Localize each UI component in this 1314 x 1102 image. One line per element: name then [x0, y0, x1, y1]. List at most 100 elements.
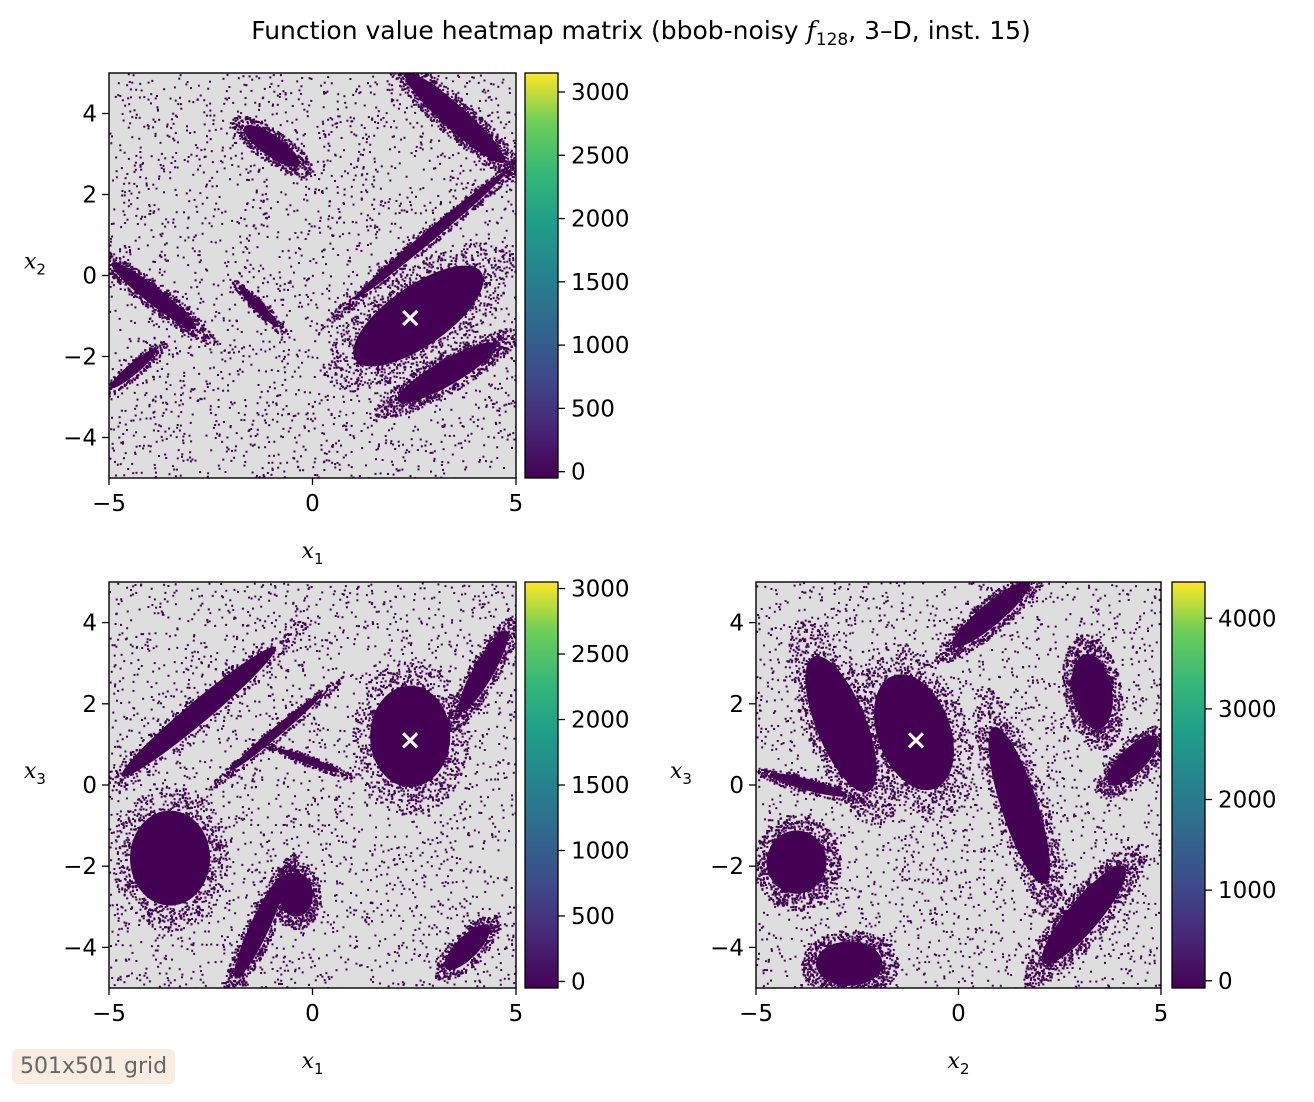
- fringe-cell: [490, 361, 493, 364]
- noise-cell: [281, 384, 284, 386]
- fringe-cell: [341, 315, 344, 318]
- noise-cell: [276, 94, 279, 97]
- noise-cell: [442, 351, 445, 354]
- fringe-cell: [453, 222, 456, 225]
- fringe-cell: [426, 231, 428, 234]
- fringe-cell: [377, 308, 380, 311]
- noise-cell: [511, 132, 514, 135]
- fringe-cell: [501, 156, 504, 159]
- fringe-cell: [482, 340, 485, 343]
- noise-cell: [252, 225, 255, 228]
- noise-cell: [375, 236, 378, 239]
- noise-cell: [498, 276, 501, 279]
- fringe-cell: [482, 265, 485, 268]
- fringe-cell: [399, 267, 402, 270]
- noise-cell: [177, 415, 180, 418]
- fringe-cell: [514, 153, 516, 156]
- noise-cell: [288, 348, 290, 351]
- noise-cell: [111, 416, 113, 419]
- fringe-cell: [484, 253, 487, 256]
- fringe-cell: [518, 335, 520, 337]
- noise-cell: [240, 217, 243, 219]
- noise-cell: [319, 231, 322, 234]
- noise-cell: [403, 136, 406, 139]
- fringe-cell: [474, 265, 477, 268]
- noise-cell: [346, 263, 349, 266]
- noise-cell: [281, 250, 284, 253]
- noise-cell: [425, 256, 428, 259]
- noise-cell: [110, 398, 113, 401]
- fringe-cell: [370, 318, 373, 321]
- noise-cell: [352, 270, 354, 273]
- noise-cell: [498, 282, 501, 285]
- fringe-cell: [401, 407, 404, 410]
- noise-cell: [289, 427, 292, 430]
- noise-cell: [294, 129, 297, 131]
- fringe-cell: [431, 81, 434, 84]
- fringe-cell: [365, 282, 368, 285]
- fringe-cell: [417, 254, 420, 257]
- noise-cell: [499, 121, 502, 124]
- noise-cell: [441, 418, 444, 421]
- fringe-cell: [446, 338, 449, 341]
- fringe-cell: [389, 397, 392, 400]
- noise-cell: [124, 191, 127, 194]
- fringe-cell: [396, 407, 399, 410]
- noise-cell: [124, 409, 127, 412]
- fringe-cell: [496, 142, 499, 145]
- noise-cell: [326, 90, 329, 93]
- noise-cell: [244, 209, 247, 211]
- noise-cell: [384, 201, 387, 204]
- noise-cell: [159, 395, 162, 398]
- fringe-cell: [362, 301, 365, 304]
- noise-cell: [161, 274, 164, 277]
- fringe-cell: [494, 275, 497, 278]
- fringe-cell: [504, 272, 507, 275]
- noise-cell: [252, 267, 255, 270]
- fringe-cell: [403, 249, 406, 252]
- noise-cell: [409, 122, 412, 125]
- noise-cell: [134, 414, 137, 417]
- fringe-cell: [402, 404, 405, 407]
- noise-cell: [495, 423, 498, 426]
- fringe-cell: [424, 366, 427, 369]
- noise-cell: [153, 410, 156, 413]
- fringe-cell: [412, 407, 415, 410]
- noise-cell: [507, 313, 510, 316]
- noise-cell: [270, 369, 273, 372]
- noise-cell: [336, 100, 339, 103]
- fringe-cell: [356, 346, 358, 349]
- noise-cell: [293, 457, 296, 460]
- fringe-cell: [475, 150, 478, 153]
- fringe-cell: [489, 283, 491, 286]
- fringe-cell: [493, 186, 496, 189]
- fringe-cell: [501, 181, 504, 183]
- fringe-cell: [439, 128, 442, 131]
- noise-cell: [472, 421, 475, 424]
- noise-cell: [496, 135, 499, 138]
- noise-cell: [394, 222, 397, 225]
- noise-cell: [196, 210, 199, 213]
- noise-cell: [190, 87, 192, 90]
- noise-cell: [285, 208, 288, 211]
- noise-cell: [147, 320, 150, 323]
- noise-cell: [224, 471, 227, 473]
- noise-cell: [291, 105, 294, 107]
- fringe-cell: [455, 265, 458, 268]
- noise-cell: [121, 392, 124, 395]
- noise-cell: [145, 379, 148, 382]
- fringe-cell: [513, 170, 516, 172]
- fringe-cell: [439, 362, 442, 364]
- noise-cell: [514, 345, 516, 348]
- noise-cell: [303, 277, 306, 280]
- fringe-cell: [479, 117, 482, 120]
- noise-cell: [419, 141, 422, 144]
- noise-cell: [397, 107, 400, 110]
- noise-cell: [154, 423, 157, 426]
- fringe-cell: [455, 99, 457, 102]
- noise-cell: [117, 82, 120, 85]
- fringe-cell: [485, 121, 488, 124]
- fringe-cell: [408, 379, 411, 382]
- noise-cell: [231, 403, 234, 406]
- fringe-cell: [477, 291, 480, 294]
